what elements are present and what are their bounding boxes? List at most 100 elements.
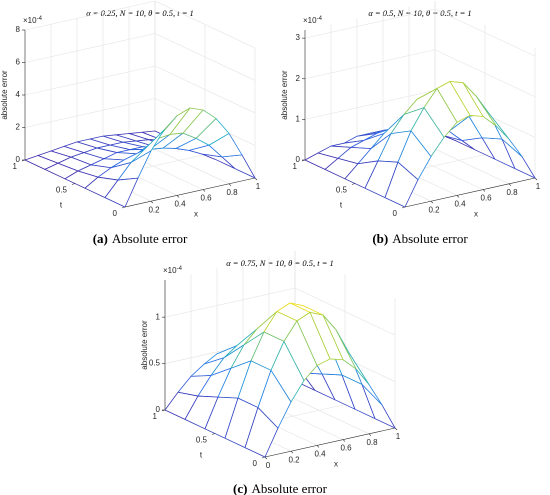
chart-title: α = 0.75, N = 10, θ = 0.5, t = 1	[226, 258, 334, 268]
t-axis-label: t	[60, 201, 63, 210]
x-tick-label: 0	[266, 461, 271, 470]
x-tick-label: 0.6	[200, 194, 212, 203]
z-tick-label: 4	[16, 90, 21, 99]
tick-mark	[456, 195, 460, 198]
x-axis-label: x	[194, 210, 198, 219]
z-tick-label: 0	[296, 155, 301, 164]
tick-mark	[290, 450, 294, 454]
x-tick-label: 0.8	[366, 438, 378, 447]
grid-line	[24, 98, 156, 128]
mesh-cell	[384, 161, 419, 208]
x-tick-label: 0.8	[506, 188, 518, 197]
x-tick-label: 0.4	[174, 200, 186, 209]
grid-line	[24, 65, 156, 96]
x-tick-label: 1	[256, 182, 261, 191]
x-tick-label: 0.4	[454, 200, 466, 209]
grid-line	[154, 33, 256, 81]
grid-line	[294, 287, 396, 336]
caption-label: (b)	[372, 231, 388, 246]
x-tick-label: 1	[396, 432, 401, 441]
panel: α = 0.75, N = 10, θ = 0.5, t = 1 0 0.2 0.4 0…	[140, 251, 401, 495]
caption-label: (c)	[233, 481, 247, 495]
z-tick-label: 2	[16, 123, 21, 132]
mesh-cell	[104, 177, 139, 208]
grid-line	[24, 33, 156, 63]
tick-mark	[342, 439, 346, 442]
tick-mark	[264, 456, 268, 460]
z-axis-label: absolute error	[280, 70, 289, 120]
tick-mark	[202, 189, 206, 192]
y-tick-label: 0.5	[56, 186, 68, 195]
caption-label: (a)	[93, 231, 108, 246]
scale-exponent: -4	[177, 266, 183, 272]
grid-line	[154, 65, 256, 114]
x-axis	[264, 427, 396, 458]
chart-title: α = 0.25, N = 10, θ = 0.5, t = 1	[86, 8, 194, 18]
caption-text: Absolute error	[251, 481, 327, 495]
tick-mark	[534, 177, 538, 181]
grid-line	[164, 287, 296, 318]
tick-mark	[482, 189, 486, 192]
caption: (b) Absolute error	[372, 231, 468, 246]
y-tick-label: 1	[293, 162, 298, 171]
tick-mark	[430, 200, 434, 204]
x-tick-label: 0.6	[340, 444, 352, 453]
caption-text: Absolute error	[392, 231, 468, 246]
x-axis	[124, 177, 256, 208]
x-tick-label: 0.2	[288, 455, 300, 464]
x-axis-label: x	[334, 460, 338, 469]
axis-scale: ×10-4	[163, 266, 183, 276]
panel: α = 0.5, N = 10, θ = 0.5, t = 1 0.2 0.4 0.6…	[280, 1, 541, 246]
z-tick-label: 0.5	[149, 359, 161, 368]
z-tick-label: 1	[296, 114, 301, 123]
x-axis-label: x	[474, 210, 478, 219]
z-tick-label: 3	[296, 33, 301, 42]
x-tick-label: 0.2	[428, 205, 440, 214]
axis-scale: ×10-4	[303, 16, 323, 26]
tick-mark	[368, 433, 372, 437]
t-axis-label: t	[340, 201, 343, 210]
scale-exponent: -4	[317, 16, 323, 22]
grid-line	[304, 49, 436, 80]
y-tick-label: 1	[153, 412, 158, 421]
z-tick-label: 0	[156, 405, 161, 414]
scale-base: ×10	[303, 16, 317, 25]
y-tick-label: 0	[253, 459, 258, 468]
y-tick-label: 0	[113, 209, 118, 218]
x-tick-label: 0.8	[226, 188, 238, 197]
panel: α = 0.25, N = 10, θ = 0.5, t = 1 0.2 0.4 0.…	[0, 0, 261, 246]
x-tick-label: 0.4	[314, 450, 326, 459]
z-tick-label: 0	[16, 155, 21, 164]
x-tick-label: 0.6	[480, 194, 492, 203]
grid-line	[154, 0, 256, 49]
y-tick-label: 0	[393, 209, 398, 218]
scale-base: ×10	[23, 16, 37, 25]
caption-text: Absolute error	[112, 231, 188, 246]
z-tick-label: 1	[156, 312, 161, 321]
mesh-cell	[244, 407, 279, 458]
z-tick-label: 8	[16, 25, 21, 34]
caption: (a) Absolute error	[93, 231, 188, 246]
tick-mark	[228, 183, 232, 187]
grid-line	[434, 49, 536, 98]
z-axis-label: absolute error	[140, 320, 149, 370]
mesh-cell	[221, 154, 256, 179]
tick-mark	[254, 177, 258, 181]
grid-line	[24, 0, 156, 31]
t-axis-label: t	[200, 451, 203, 460]
y-tick-label: 1	[13, 162, 18, 171]
tick-mark	[176, 195, 180, 198]
y-tick-label: 0.5	[196, 436, 208, 445]
z-axis-label: absolute error	[0, 70, 9, 120]
tick-mark	[150, 200, 154, 204]
z-tick-label: 6	[16, 58, 21, 67]
z-tick-label: 2	[296, 74, 301, 83]
x-axis	[404, 177, 536, 208]
chart-title: α = 0.5, N = 10, θ = 0.5, t = 1	[368, 8, 471, 18]
grid-line	[304, 8, 436, 39]
scale-exponent: -4	[37, 16, 43, 22]
tick-mark	[508, 183, 512, 187]
tick-mark	[316, 445, 320, 448]
caption: (c) Absolute error	[233, 481, 328, 495]
